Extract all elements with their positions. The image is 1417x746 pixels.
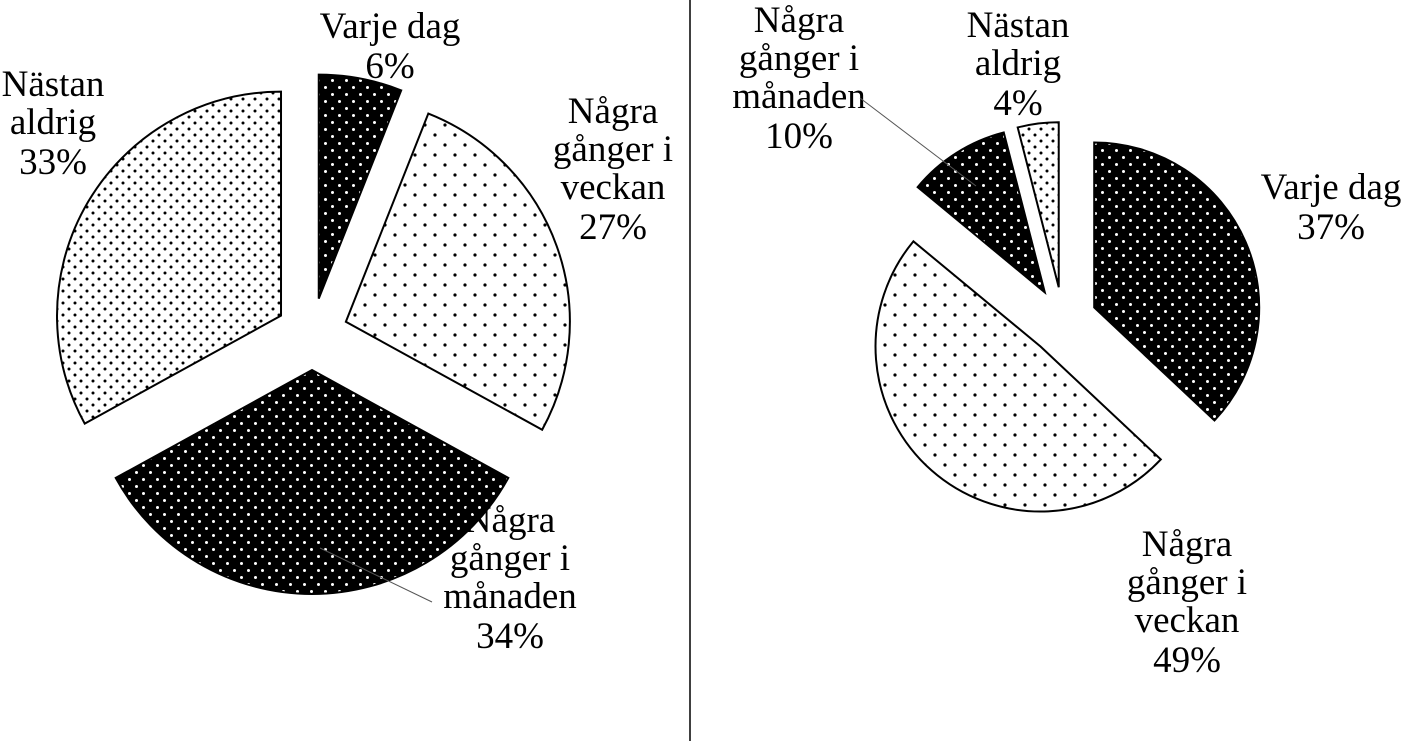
- data-label-nagra-ganger-i-manaden: Några gånger i månaden 34%: [443, 500, 577, 657]
- pie-slice-varje-dag: [1093, 141, 1261, 422]
- data-label-nagra-ganger-i-veckan: Några gånger i veckan 49%: [1127, 524, 1247, 681]
- data-label-varje-dag: Varje dag 37%: [1261, 167, 1402, 248]
- data-label-nastan-aldrig: Nästan aldrig 33%: [2, 64, 105, 183]
- data-label-varje-dag: Varje dag 6%: [320, 6, 461, 87]
- pie-slice-nastan-aldrig: [1016, 121, 1060, 288]
- pie-slice-nagra-ganger-i-veckan: [874, 239, 1163, 513]
- data-label-nagra-ganger-i-veckan: Några gånger i veckan 27%: [553, 91, 673, 248]
- leader-line-nagra-ganger-i-manaden: [859, 97, 977, 187]
- pie-slice-nagra-ganger-i-veckan: [344, 112, 571, 432]
- left-pie-chart: Varje dag 6% Några gånger i veckan 27% Några gå…: [2, 6, 673, 657]
- pie-slice-varje-dag: [317, 73, 403, 300]
- pie-slice-nagra-ganger-i-manaden: [916, 131, 1047, 296]
- data-label-nastan-aldrig: Nästan aldrig 4%: [967, 5, 1070, 124]
- leader-line-nagra-ganger-i-manaden: [319, 547, 433, 603]
- pie-slice-nagra-ganger-i-manaden: [114, 368, 510, 595]
- pie-slice-nastan-aldrig: [56, 90, 283, 425]
- data-label-nagra-ganger-i-manaden: Några gånger i månaden 10%: [732, 0, 866, 157]
- right-pie-chart: Varje dag 37% Några gånger i veckan 49% Några g…: [732, 0, 1401, 681]
